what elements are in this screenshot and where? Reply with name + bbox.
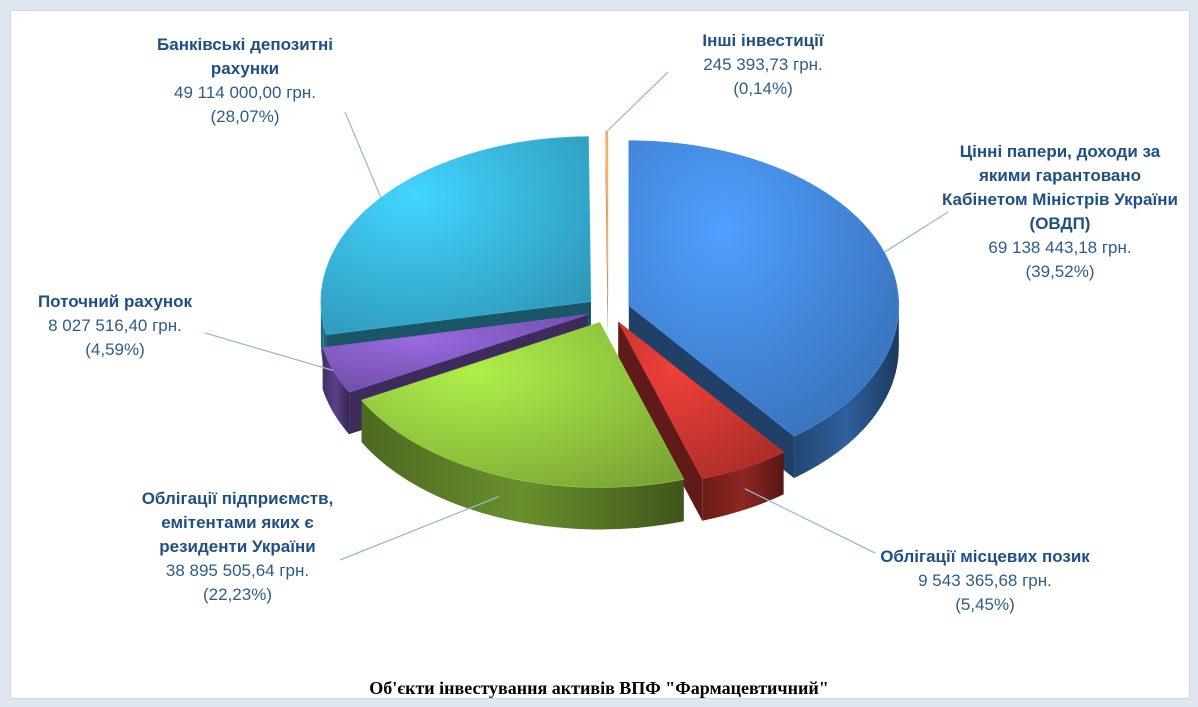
slice-local-bonds-top [618, 321, 785, 480]
slice-corporate-bonds-top [361, 322, 685, 488]
label-other-investments-value: 245 393,73 грн. [703, 55, 823, 74]
leader-line-current-account [204, 332, 334, 372]
label-current-account-value: 8 027 516,40 грн. [48, 316, 182, 335]
slice-other-investments [605, 131, 609, 339]
slice-bank-deposits-top [320, 136, 592, 335]
label-ovdp: Цінні папери, доходи за якими гарантован… [940, 140, 1180, 284]
label-local-bonds: Облігації місцевих позик 9 543 365,68 гр… [875, 545, 1095, 617]
label-local-bonds-percent: (5,45%) [955, 595, 1015, 614]
slice-corporate-bonds [361, 322, 685, 530]
label-other-investments: Інші інвестиції 245 393,73 грн. (0,14%) [668, 29, 858, 101]
label-bank-deposits-value: 49 114 000,00 грн. [174, 83, 316, 102]
leader-line-other-investments [606, 71, 669, 133]
label-other-investments-percent: (0,14%) [733, 79, 793, 98]
leader-line-corporate-bonds [339, 495, 500, 561]
slice-local-bonds-wall-1 [618, 321, 703, 521]
chart-title: Об'єкти інвестування активів ВПФ "Фармац… [369, 678, 829, 698]
slice-ovdp-top [628, 140, 900, 437]
slice-local-bonds-rim [702, 452, 784, 521]
leader-line-bank-deposits [344, 111, 382, 199]
label-ovdp-value: 69 138 443,18 грн. [988, 238, 1132, 257]
label-current-account-category: Поточний рахунок [37, 292, 193, 311]
label-current-account-percent: (4,59%) [85, 340, 145, 359]
label-corporate-bonds-category: Облігації підприємств, емітентами яких є… [141, 489, 334, 556]
label-local-bonds-category: Облігації місцевих позик [880, 547, 1090, 566]
slice-corporate-bonds-rim [361, 400, 684, 530]
slice-current-account-top [322, 314, 588, 393]
label-bank-deposits: Банківські депозитні рахунки 49 114 000,… [125, 33, 365, 129]
label-ovdp-percent: (39,52%) [1025, 262, 1095, 281]
label-current-account: Поточний рахунок 8 027 516,40 грн. (4,59… [10, 290, 220, 362]
label-corporate-bonds-percent: (22,23%) [203, 585, 272, 604]
label-bank-deposits-percent: (28,07%) [210, 107, 280, 126]
slice-ovdp-rim [794, 305, 899, 479]
label-corporate-bonds-value: 38 895 505,64 грн. [165, 561, 310, 580]
slice-other-investments-top [605, 131, 609, 297]
label-ovdp-category: Цінні папери, доходи за якими гарантован… [941, 142, 1179, 233]
leader-line-ovdp [883, 211, 949, 253]
label-bank-deposits-category: Банківські депозитні рахунки [157, 35, 333, 78]
label-other-investments-category: Інші інвестиції [702, 31, 824, 50]
label-corporate-bonds: Облігації підприємств, емітентами яких є… [120, 487, 355, 607]
label-local-bonds-value: 9 543 365,68 грн. [918, 571, 1052, 590]
leader-line-local-bonds [744, 488, 876, 554]
slice-local-bonds [618, 321, 785, 521]
